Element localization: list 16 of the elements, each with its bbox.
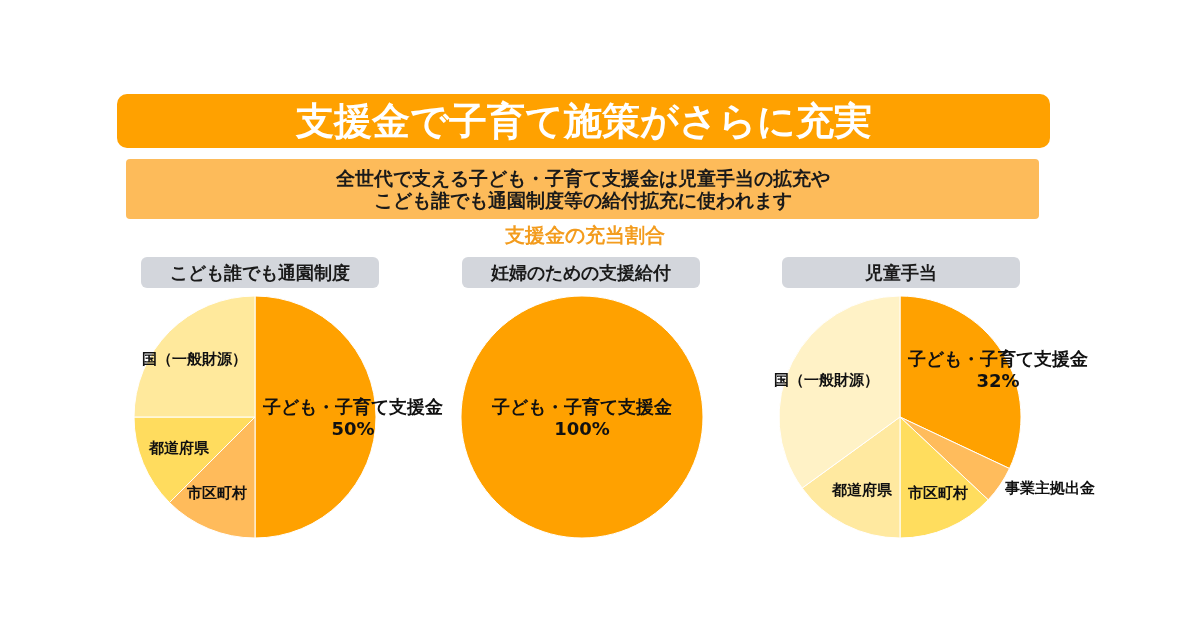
slice-label: 国（一般財源） — [774, 370, 880, 389]
slice-label: 子ども・子育て支援金 — [491, 395, 672, 417]
slice-label: 市区町村 — [907, 483, 968, 502]
chart-title: 児童手当 — [865, 261, 937, 284]
chart-title: こども誰でも通園制度 — [170, 261, 350, 284]
text: 支援金の充当割合 — [505, 223, 665, 247]
text: 全世代で支える子ども・子育て支援金は児童手当の拡充やこども誰でも通園制度等の給付拡充に使われます — [334, 167, 831, 211]
slice-label: 市区町村 — [186, 484, 247, 503]
data-label: 100% — [554, 417, 610, 439]
slice-label: 事業主拠出金 — [1004, 479, 1096, 498]
chart-title: 妊婦のための支援給付 — [491, 261, 671, 284]
text: 支援金で子育て施策がさらに充実 — [295, 99, 872, 143]
slice-label: 都道府県 — [147, 439, 210, 458]
data-label: 50% — [331, 417, 375, 439]
slice-label: 都道府県 — [831, 481, 893, 500]
slice-label: 国（一般財源） — [142, 349, 247, 368]
